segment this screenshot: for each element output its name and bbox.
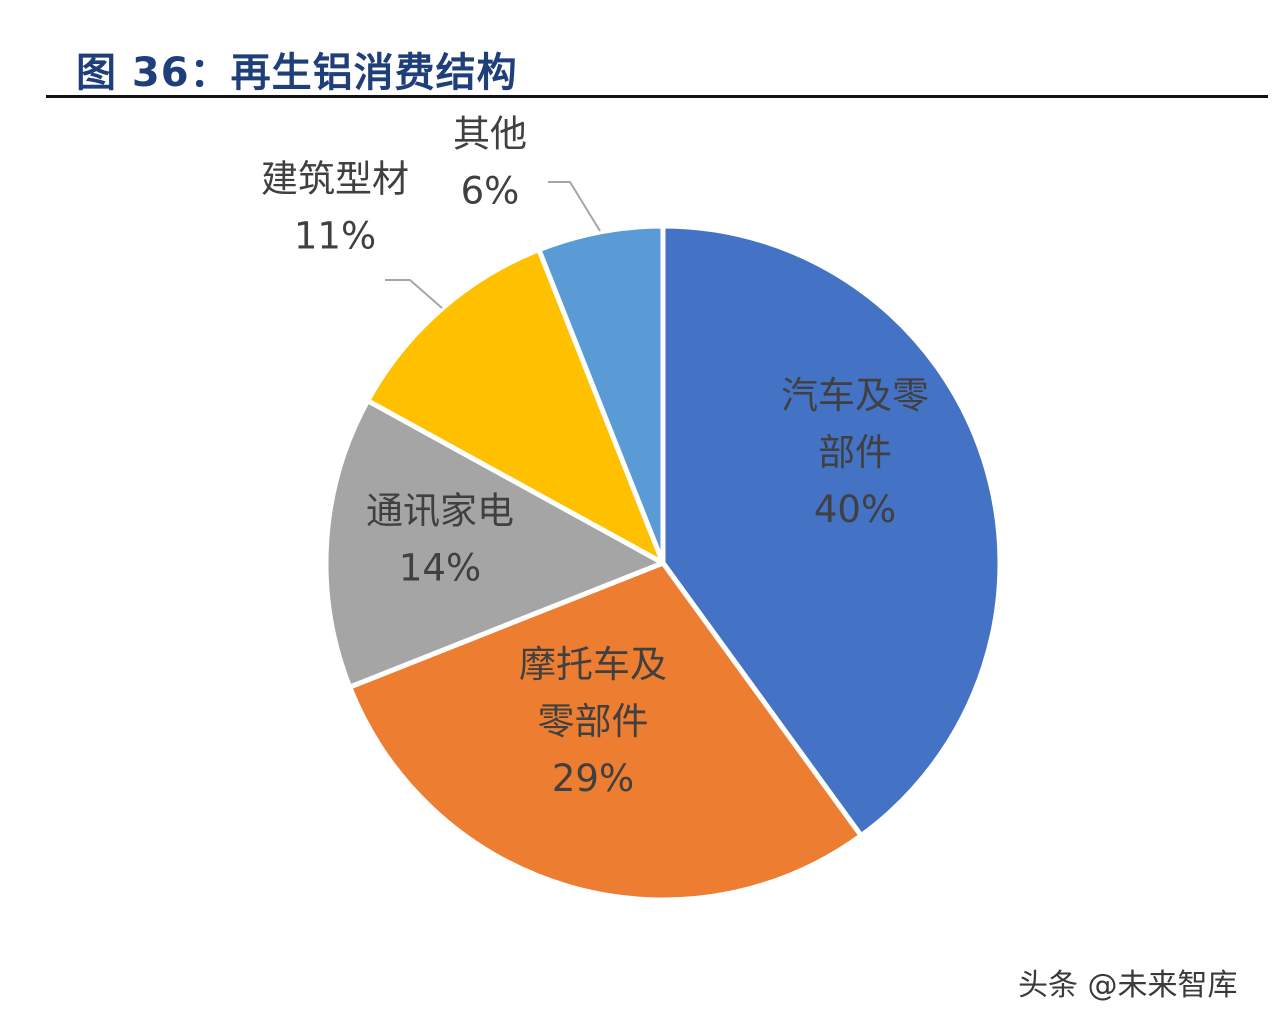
leader-line-other [548,181,601,232]
pie-slice-motorcycle-parts [347,560,864,903]
slice-category-label-motorcycle-parts: 零部件 [538,700,649,743]
slice-category-label-building-profiles: 建筑型材 [261,158,409,201]
pie-slice-telecom-appliances [323,398,666,690]
slice-value-label-auto-parts: 40% [814,488,896,531]
slice-value-label-other: 6% [461,170,520,213]
slice-category-label-auto-parts: 部件 [818,431,892,474]
title-divider [46,95,1268,98]
slice-value-label-motorcycle-parts: 29% [552,757,634,800]
chart-title: 图 36：再生铝消费结构 [76,50,518,96]
leader-lines [385,181,601,309]
slice-category-label-telecom-appliances: 通讯家电 [366,490,514,533]
pie-slice-auto-parts [660,223,1003,839]
watermark: 头条 @未来智库 [1018,968,1238,1003]
slice-category-label-motorcycle-parts: 摩托车及 [519,643,667,686]
pie-slices [323,223,1003,903]
slice-value-label-building-profiles: 11% [294,215,376,258]
pie-slice-other [536,223,666,566]
leader-line-building-profiles [385,279,443,309]
slice-value-label-telecom-appliances: 14% [399,547,481,590]
slice-category-label-other: 其他 [453,113,527,156]
pie-slice-building-profiles [365,247,666,566]
slice-category-label-auto-parts: 汽车及零 [781,374,929,417]
